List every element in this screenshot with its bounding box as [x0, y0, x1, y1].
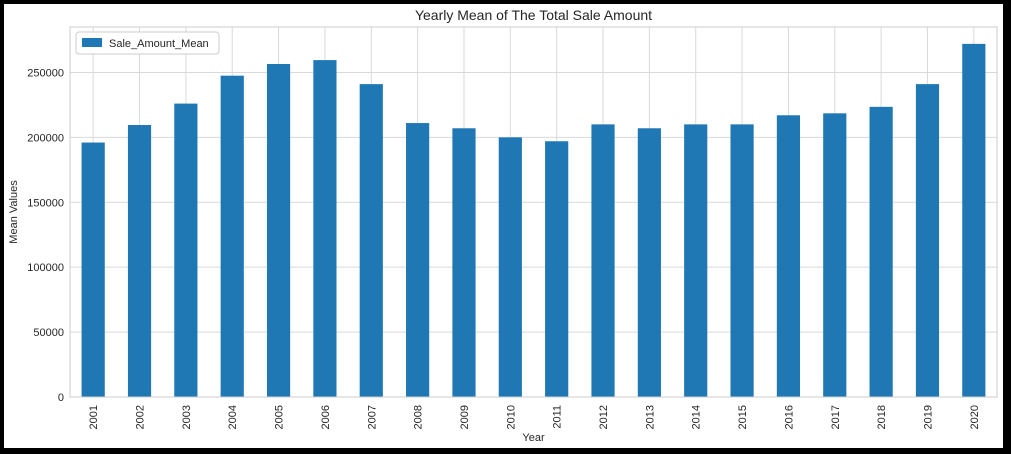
bar-2004	[220, 75, 244, 398]
y-tick-labels: 0 50000 100000 150000 200000 250000	[27, 67, 64, 404]
bar-2014	[684, 124, 708, 398]
y-tick-label: 50000	[33, 327, 64, 339]
y-tick-label: 0	[58, 392, 64, 404]
bar-2013	[637, 128, 661, 397]
bar-2003	[174, 103, 198, 397]
x-tick-label: 2014	[691, 405, 703, 429]
x-tick-label: 2002	[135, 405, 147, 429]
chart-title: Yearly Mean of The Total Sale Amount	[415, 7, 652, 23]
bar-2002	[127, 125, 152, 397]
bar-2016	[776, 115, 801, 397]
bar-2010	[498, 137, 522, 397]
bar-2017	[823, 113, 847, 397]
bar-series	[81, 43, 986, 398]
bar-2015	[730, 124, 754, 398]
x-tick-label: 2010	[505, 405, 517, 429]
x-tick-label: 2011	[552, 405, 564, 429]
legend: Sale_Amount_Mean	[75, 31, 220, 55]
x-axis-label: Year	[522, 432, 545, 444]
bar-2007	[359, 84, 383, 398]
x-tick-label: 2009	[459, 405, 471, 429]
x-tick-labels: 2001 2002 2003 2004 2005 2006 2007 2008 2009 2010…	[88, 405, 981, 429]
legend-box	[75, 31, 220, 55]
figure-canvas: 0 50000 100000 150000 200000 250000 2001 2002 2…	[4, 4, 1003, 448]
x-tick-label: 2016	[783, 405, 795, 429]
y-tick-label: 200000	[27, 132, 64, 144]
x-tick-label: 2006	[320, 405, 332, 429]
x-tick-label: 2007	[366, 405, 378, 429]
y-tick-label: 150000	[27, 197, 64, 209]
bar-2018	[869, 106, 893, 397]
bar-2006	[313, 60, 337, 398]
x-tick-label: 2001	[88, 405, 100, 429]
bar-2001	[81, 142, 105, 397]
x-tick-label: 2008	[413, 405, 425, 429]
grid-lines	[70, 27, 997, 398]
x-tick-label: 2005	[274, 405, 286, 429]
bar-2012	[591, 124, 615, 398]
x-tick-label: 2019	[922, 405, 934, 429]
y-tick-label: 250000	[27, 67, 64, 79]
x-tick-label: 2018	[876, 405, 888, 429]
y-tick-label: 100000	[27, 262, 64, 274]
x-tick-label: 2020	[969, 405, 981, 429]
bar-2009	[452, 128, 476, 397]
bar-2019	[915, 84, 940, 398]
x-tick-label: 2012	[598, 405, 610, 429]
x-tick-label: 2003	[181, 405, 193, 429]
x-tick-label: 2013	[644, 405, 656, 429]
y-axis-label: Mean Values	[8, 180, 20, 244]
legend-swatch	[82, 38, 102, 47]
bar-2008	[406, 123, 430, 397]
plot-border	[69, 26, 998, 398]
x-tick-label: 2015	[737, 405, 749, 429]
bar-2005	[266, 64, 291, 397]
bar-2020	[962, 43, 986, 397]
bar-2011	[545, 141, 569, 397]
legend-label: Sale_Amount_Mean	[109, 38, 209, 50]
x-tick-label: 2017	[830, 405, 842, 429]
x-tick-label: 2004	[227, 405, 239, 429]
